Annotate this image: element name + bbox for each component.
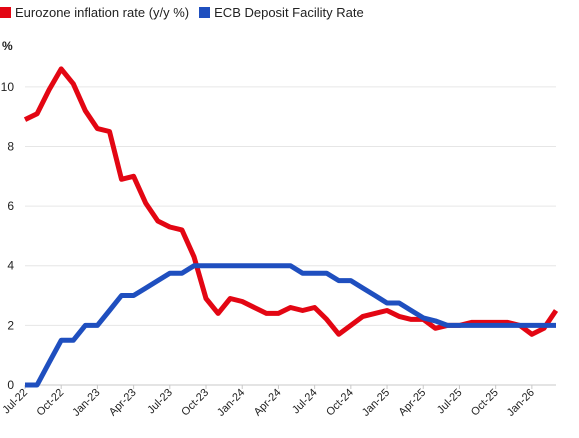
y-tick-label: 2 xyxy=(7,318,14,332)
x-tick-label: Apr-25 xyxy=(397,387,429,419)
x-tick-label: Jul-25 xyxy=(435,387,465,417)
legend-item-inflation[interactable]: Eurozone inflation rate (y/y %) xyxy=(0,5,189,20)
chart-legend: Eurozone inflation rate (y/y %) ECB Depo… xyxy=(0,5,374,20)
series-line-ecb[interactable] xyxy=(25,263,556,388)
x-tick-label: Jul-22 xyxy=(0,387,30,417)
legend-swatch-ecb xyxy=(199,7,211,18)
x-tick-label: Jul-23 xyxy=(145,387,175,417)
x-tick-label: Apr-24 xyxy=(252,387,284,419)
y-tick-label: 10 xyxy=(1,80,15,94)
series-lines xyxy=(23,66,559,388)
x-tick-label: Oct-24 xyxy=(324,387,356,419)
legend-label-inflation: Eurozone inflation rate (y/y %) xyxy=(15,5,190,20)
legend-label-ecb: ECB Deposit Facility Rate xyxy=(214,5,364,20)
x-axis: Jul-22 Oct-22 Jan-23 Apr-23 Jul-23 Oct-23 Jan-… xyxy=(0,384,556,419)
x-tick-label: Apr-23 xyxy=(107,387,139,419)
y-axis-unit-label: % xyxy=(2,39,13,53)
legend-item-ecb[interactable]: ECB Deposit Facility Rate xyxy=(199,5,364,20)
x-tick-label: Jan-26 xyxy=(505,387,537,419)
x-tick-label: Jan-25 xyxy=(360,387,392,419)
series-line-inflation[interactable] xyxy=(23,66,559,337)
x-tick-label: Jan-23 xyxy=(70,387,102,419)
y-tick-label: 8 xyxy=(7,139,14,153)
x-tick-label: Jan-24 xyxy=(215,387,247,419)
y-tick-label: 0 xyxy=(7,378,14,392)
x-tick-label: Oct-23 xyxy=(179,387,211,419)
y-tick-label: 6 xyxy=(7,199,14,213)
x-tick-label: Jul-24 xyxy=(290,387,320,417)
x-tick-label: Oct-25 xyxy=(469,387,501,419)
y-tick-label: 4 xyxy=(7,259,14,273)
y-axis-ticks: 0 2 4 6 8 10 xyxy=(1,80,15,392)
legend-swatch-inflation xyxy=(0,7,11,18)
x-tick-label: Oct-22 xyxy=(34,387,66,419)
